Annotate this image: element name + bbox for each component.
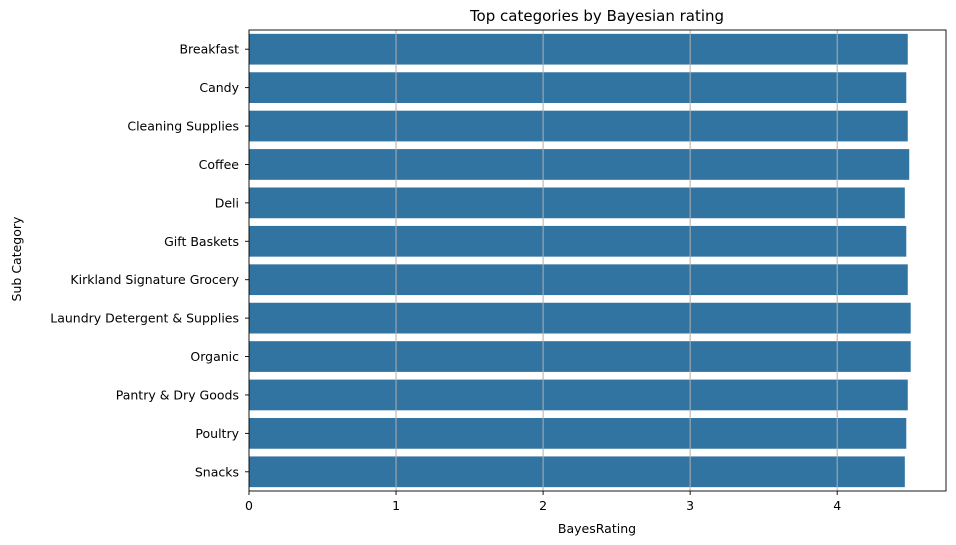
bar	[249, 456, 905, 488]
y-tick-label: Cleaning Supplies	[127, 119, 239, 134]
x-tick-label: 4	[833, 498, 841, 513]
y-tick-label: Poultry	[195, 426, 239, 441]
bar	[249, 341, 911, 372]
y-tick-label: Kirkland Signature Grocery	[70, 272, 239, 287]
x-axis-title: BayesRating	[558, 521, 636, 536]
bar	[249, 110, 908, 142]
x-tick-label: 0	[245, 498, 253, 513]
y-tick-label: Coffee	[199, 157, 240, 172]
x-tick-label: 3	[686, 498, 694, 513]
y-tick-label: Pantry & Dry Goods	[116, 387, 239, 402]
x-tick-label: 2	[539, 498, 547, 513]
y-tick-label: Gift Baskets	[164, 234, 239, 249]
bar	[249, 72, 907, 103]
plot-frame	[248, 29, 947, 492]
plot-area: 0 1 2 3 4 Breakfast Candy Cleaning Supplies Coff…	[50, 29, 947, 513]
bar	[249, 418, 907, 449]
y-tick-label: Deli	[215, 195, 239, 210]
bar	[249, 33, 908, 65]
bar	[249, 379, 908, 411]
y-tick-label: Candy	[199, 80, 239, 95]
bar	[249, 187, 905, 219]
y-axis-title: Sub Category	[9, 216, 24, 301]
y-tick-label: Laundry Detergent & Supplies	[50, 311, 239, 326]
y-tick-label: Snacks	[195, 464, 239, 479]
x-tick-label: 1	[392, 498, 400, 513]
bar	[249, 149, 910, 180]
bar	[249, 264, 908, 296]
y-tick-label: Organic	[190, 349, 239, 364]
chart-title: Top categories by Bayesian rating	[469, 7, 724, 25]
y-tick-label: Breakfast	[179, 42, 239, 57]
bar	[249, 225, 907, 257]
bar	[249, 302, 911, 334]
